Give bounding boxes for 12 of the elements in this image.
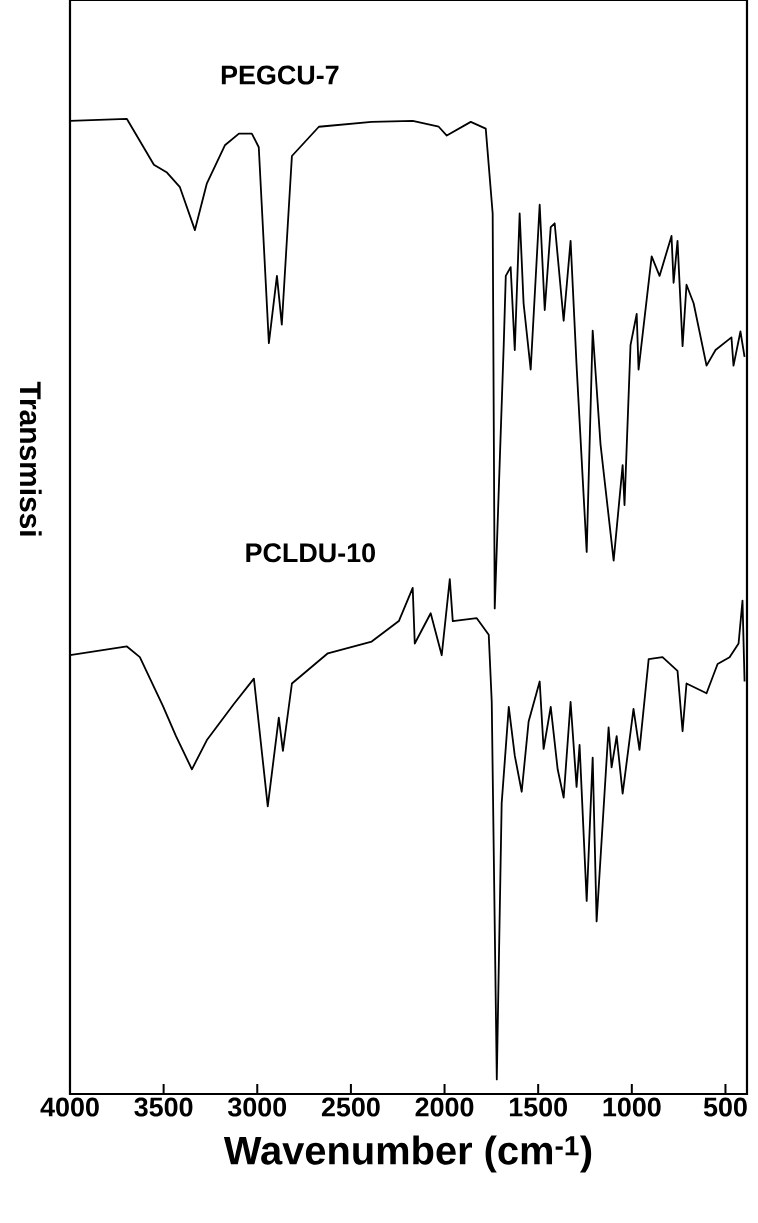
x-tick-label: 3500 xyxy=(134,1097,193,1117)
y-axis-title: Transmissi xyxy=(19,381,42,536)
x-tick-label: 4000 xyxy=(40,1097,99,1117)
series-label: PCLDU-10 xyxy=(246,543,375,563)
x-tick-label: 1000 xyxy=(603,1097,661,1117)
x-tick-label: 3000 xyxy=(227,1097,287,1117)
x-tick-label: 2500 xyxy=(321,1097,380,1117)
series-label: PEGCU-7 xyxy=(221,65,339,85)
x-axis-title: Wavenumber (cm$^{-1}$) xyxy=(223,1135,592,1173)
x-tick-label: 2000 xyxy=(415,1097,474,1117)
x-tick-label: 500 xyxy=(703,1097,747,1117)
x-tick-label: 1500 xyxy=(509,1097,567,1117)
